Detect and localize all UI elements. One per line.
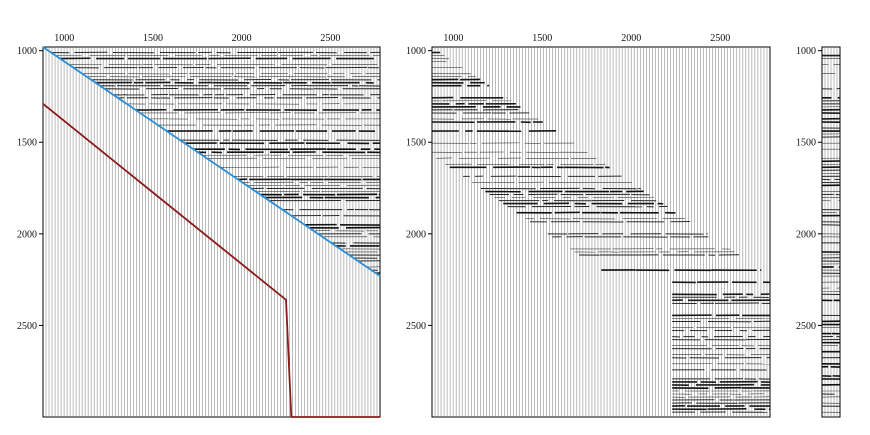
x-tick-label: 2500	[320, 33, 340, 44]
panel-v-traces	[821, 54, 841, 413]
x-tick-label: 1500	[532, 33, 552, 44]
y-tick-label: 2000	[17, 229, 37, 240]
panel-b-y-ticks: 1000 1500 2000 2500	[406, 46, 432, 332]
y-tick-label: 2500	[796, 321, 816, 332]
horizon-line	[42, 46, 381, 277]
panel-b-grid	[434, 47, 768, 417]
panel-b-traces	[431, 51, 771, 413]
y-tick-label: 1000	[17, 46, 37, 57]
y-tick-label: 2000	[406, 229, 426, 240]
x-tick-label: 2000	[232, 33, 252, 44]
panel-b-x-ticks: 1000 1500 2000 2500	[443, 33, 730, 44]
y-tick-label: 2500	[17, 321, 37, 332]
panel-a-y-ticks: 1000 1500 2000 2500	[17, 46, 43, 332]
x-tick-label: 1500	[143, 33, 163, 44]
y-tick-label: 2500	[406, 321, 426, 332]
panel-a-x-ticks: 1000 1500 2000 2500	[54, 33, 340, 44]
y-tick-label: 1500	[17, 138, 37, 149]
panel-a-traces	[51, 51, 381, 274]
y-tick-label: 2000	[796, 229, 816, 240]
y-tick-label: 1000	[406, 46, 426, 57]
panel-v-grid	[824, 47, 838, 417]
x-tick-label: 1000	[443, 33, 463, 44]
x-tick-label: 2000	[621, 33, 641, 44]
horizon-line	[42, 103, 293, 418]
x-tick-label: 2500	[710, 33, 730, 44]
panel-v: 1000 1500 2000 2500	[796, 46, 841, 418]
panel-a-horizon-lines	[42, 46, 381, 418]
panel-b: 1000 1500 2000 2500 1000 1500 2000 2500	[406, 33, 771, 418]
panel-a-grid	[45, 47, 378, 417]
y-tick-label: 1500	[406, 138, 426, 149]
panel-v-y-ticks: 1000 1500 2000 2500	[796, 46, 822, 332]
y-tick-label: 1500	[796, 138, 816, 149]
x-tick-label: 1000	[54, 33, 74, 44]
y-tick-label: 1000	[796, 46, 816, 57]
panel-a: 1000 1500 2000 2500 1000 1500 2000 2500	[17, 33, 381, 418]
